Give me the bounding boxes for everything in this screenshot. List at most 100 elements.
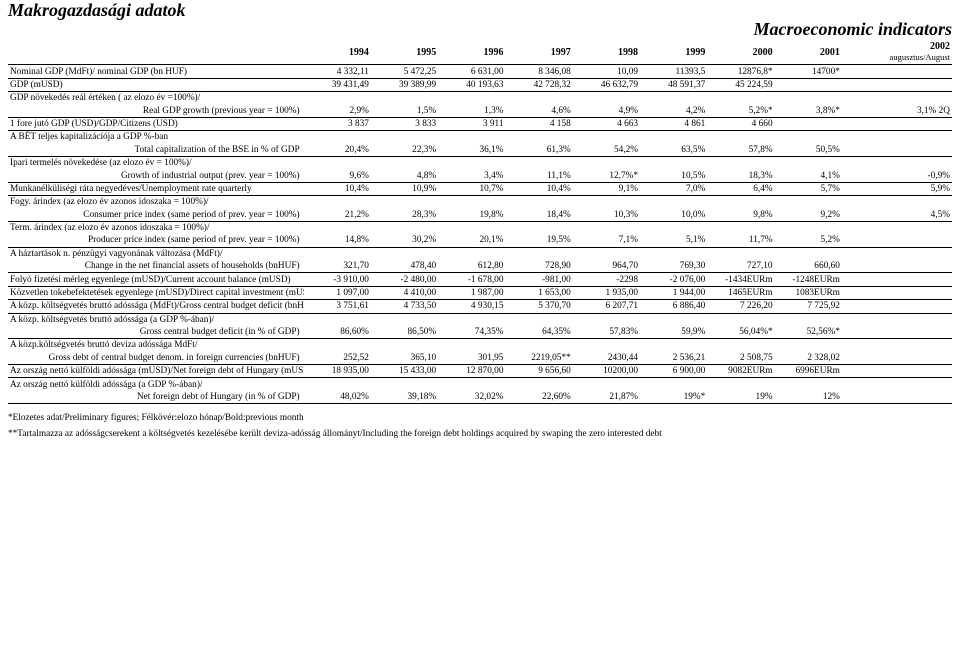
cell: 11,1% — [505, 169, 572, 182]
table-row: Nominal GDP (MdFt)/ nominal GDP (bn HUF)… — [8, 65, 952, 78]
cell: 7,1% — [573, 234, 640, 247]
cell: 14,8% — [304, 234, 371, 247]
cell: -2 480,00 — [371, 273, 438, 286]
cell: 40 193,63 — [438, 78, 505, 91]
cell: 1 987,00 — [438, 286, 505, 299]
row-label: 1 fore jutó GDP (USD)/GDP/Citizens (USD) — [8, 117, 304, 130]
cell: 19%* — [640, 391, 707, 404]
cell: 10,4% — [505, 182, 572, 195]
cell: 3 833 — [371, 117, 438, 130]
table-row: Ipari termelés növekedése (az elozo év =… — [8, 157, 952, 170]
macro-table: 1994 1995 1996 1997 1998 1999 2000 2001 … — [8, 40, 952, 404]
cell: 15 433,00 — [371, 365, 438, 378]
cell: 3 751,61 — [304, 300, 371, 313]
cell — [842, 365, 952, 378]
cell: 36,1% — [438, 144, 505, 157]
cell: 1,5% — [371, 105, 438, 118]
row-label: Producer price index (same period of pre… — [8, 234, 304, 247]
cell: 32,02% — [438, 391, 505, 404]
cell: -1248EURm — [775, 273, 842, 286]
cell: 9,2% — [775, 209, 842, 222]
row-label: Total capitalization of the BSE in % of … — [8, 144, 304, 157]
cell: 11393,5 — [640, 65, 707, 78]
cell: 727,10 — [707, 260, 774, 273]
table-row: Közvetlen tokebefektetések egyenlege (mU… — [8, 286, 952, 299]
table-row: Consumer price index (same period of pre… — [8, 209, 952, 222]
cell: 18,3% — [707, 169, 774, 182]
table-row: Gross central budget deficit (in % of GD… — [8, 326, 952, 339]
row-label: Gross central budget deficit (in % of GD… — [8, 326, 304, 339]
cell — [842, 286, 952, 299]
table-row: Az ország nettó külföldi adóssága (mUSD)… — [8, 365, 952, 378]
cell: 1,3% — [438, 105, 505, 118]
cell: 5,1% — [640, 234, 707, 247]
cell: 30,2% — [371, 234, 438, 247]
table-row: Term. árindex (az elozo év azonos idosza… — [8, 221, 952, 234]
cell — [775, 117, 842, 130]
year-1999: 1999 — [640, 40, 707, 65]
cell: 59,9% — [640, 326, 707, 339]
cell — [842, 65, 952, 78]
table-row: 1 fore jutó GDP (USD)/GDP/Citizens (USD)… — [8, 117, 952, 130]
header-row: 1994 1995 1996 1997 1998 1999 2000 2001 … — [8, 40, 952, 65]
cell: 4,8% — [371, 169, 438, 182]
cell: -2298 — [573, 273, 640, 286]
cell: 3 911 — [438, 117, 505, 130]
cell: -1434EURm — [707, 273, 774, 286]
cell: 10,4% — [304, 182, 371, 195]
cell: 4,5% — [842, 209, 952, 222]
table-row: A közp.költségvetés bruttó deviza adóssá… — [8, 339, 952, 352]
cell: 5 370,70 — [505, 300, 572, 313]
year-2001: 2001 — [775, 40, 842, 65]
row-label: A közp.költségvetés bruttó deviza adóssá… — [8, 339, 952, 352]
year-1998: 1998 — [573, 40, 640, 65]
cell: 1 097,00 — [304, 286, 371, 299]
footnotes: *Elozetes adat/Preliminary figures; Félk… — [8, 412, 952, 440]
cell: 18 935,00 — [304, 365, 371, 378]
cell: 478,40 — [371, 260, 438, 273]
cell: 9,6% — [304, 169, 371, 182]
cell: 769,30 — [640, 260, 707, 273]
table-row: A BÉT teljes kapitalizációja a GDP %-ban — [8, 131, 952, 144]
row-label: A BÉT teljes kapitalizációja a GDP %-ban — [8, 131, 952, 144]
cell: 63,5% — [640, 144, 707, 157]
row-label: Nominal GDP (MdFt)/ nominal GDP (bn HUF) — [8, 65, 304, 78]
cell: 3 837 — [304, 117, 371, 130]
cell: 6 631,00 — [438, 65, 505, 78]
cell: 4 158 — [505, 117, 572, 130]
cell: 19,5% — [505, 234, 572, 247]
cell: 1083EURm — [775, 286, 842, 299]
cell: 612,80 — [438, 260, 505, 273]
cell: 39 431,49 — [304, 78, 371, 91]
cell: 2 536,21 — [640, 352, 707, 365]
year-1996: 1996 — [438, 40, 505, 65]
cell: 7 226,20 — [707, 300, 774, 313]
cell: -1 678,00 — [438, 273, 505, 286]
table-row: Change in the net financial assets of ho… — [8, 260, 952, 273]
cell: 1 653,00 — [505, 286, 572, 299]
cell: 11,7% — [707, 234, 774, 247]
cell: 86,50% — [371, 326, 438, 339]
year-2000: 2000 — [707, 40, 774, 65]
cell: 52,56%* — [775, 326, 842, 339]
cell: 46 632,79 — [573, 78, 640, 91]
row-label: A közp. költségvetés bruttó adóssága (Md… — [8, 300, 304, 313]
title-hu: Makrogazdasági adatok — [8, 0, 952, 21]
cell: 2219,05** — [505, 352, 572, 365]
table-row: Munkanélküliségi ráta negyedéves/Unemplo… — [8, 182, 952, 195]
cell — [842, 300, 952, 313]
cell: 10200,00 — [573, 365, 640, 378]
cell: 57,8% — [707, 144, 774, 157]
row-label: Az ország nettó külföldi adóssága (a GDP… — [8, 378, 952, 391]
cell: 4 663 — [573, 117, 640, 130]
cell: 3,4% — [438, 169, 505, 182]
row-label: GDP (mUSD) — [8, 78, 304, 91]
table-row: Az ország nettó külföldi adóssága (a GDP… — [8, 378, 952, 391]
cell: 301,95 — [438, 352, 505, 365]
cell: 4,9% — [573, 105, 640, 118]
cell: 74,35% — [438, 326, 505, 339]
cell: 21,2% — [304, 209, 371, 222]
cell: 5 472,25 — [371, 65, 438, 78]
cell — [842, 78, 952, 91]
cell: 10,5% — [640, 169, 707, 182]
